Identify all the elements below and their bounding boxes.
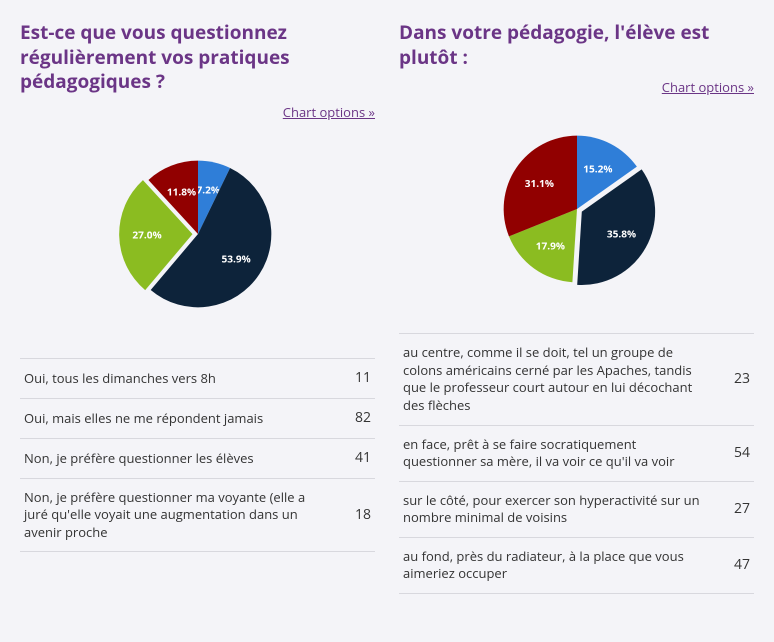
charts-container: Est-ce que vous questionnez régulièremen… (20, 20, 754, 594)
answer-label: en face, prêt à se faire socratiquement … (399, 425, 714, 481)
pie-slice-label: 7.2% (196, 182, 219, 196)
answer-label: Oui, mais elles ne me répondent jamais (20, 398, 335, 438)
chart-options-link[interactable]: Chart options » (662, 78, 754, 96)
answers-table: au centre, comme il se doit, tel un grou… (399, 333, 754, 593)
pie-slice-label: 35.8% (606, 227, 635, 241)
pie-chart: 15.2% 35.8% 17.9% 31.1% (467, 109, 687, 309)
table-row: en face, prêt à se faire socratiquement … (399, 425, 754, 481)
pie-slice-label: 53.9% (221, 252, 250, 266)
pie-slice-label: 17.9% (535, 239, 564, 253)
chart-options-wrap: Chart options » (20, 100, 375, 122)
answer-count: 11 (335, 359, 375, 399)
table-row: Non, je préfère questionner ma voyante (… (20, 478, 375, 552)
answer-label: au centre, comme il se doit, tel un grou… (399, 334, 714, 425)
chart-column: Est-ce que vous questionnez régulièremen… (20, 20, 375, 594)
table-row: au fond, près du radiateur, à la place q… (399, 537, 754, 593)
pie-slice-label: 31.1% (524, 177, 553, 191)
answer-count: 54 (714, 425, 754, 481)
answer-count: 18 (335, 478, 375, 552)
chart-options-link[interactable]: Chart options » (283, 103, 375, 121)
answer-count: 27 (714, 481, 754, 537)
answer-label: Non, je préfère questionner ma voyante (… (20, 478, 335, 552)
answer-count: 82 (335, 398, 375, 438)
pie-slice-label: 11.8% (166, 184, 195, 198)
pie-slice-label: 27.0% (132, 228, 161, 242)
pie-chart: 7.2% 53.9% 27.0% 11.8% (88, 134, 308, 334)
table-row: Non, je préfère questionner les élèves41 (20, 438, 375, 478)
pie-wrap: 7.2% 53.9% 27.0% 11.8% (20, 134, 375, 334)
table-row: Oui, mais elles ne me répondent jamais82 (20, 398, 375, 438)
table-row: sur le côté, pour exercer son hyperactiv… (399, 481, 754, 537)
question-title: Est-ce que vous questionnez régulièremen… (20, 20, 375, 94)
table-row: au centre, comme il se doit, tel un grou… (399, 334, 754, 425)
question-title: Dans votre pédagogie, l'élève est plutôt… (399, 20, 754, 69)
chart-column: Dans votre pédagogie, l'élève est plutôt… (399, 20, 754, 594)
answers-table: Oui, tous les dimanches vers 8h11Oui, ma… (20, 358, 375, 552)
answer-count: 41 (335, 438, 375, 478)
answer-label: Oui, tous les dimanches vers 8h (20, 359, 335, 399)
pie-slice-label: 15.2% (583, 162, 612, 176)
chart-options-wrap: Chart options » (399, 75, 754, 97)
answer-count: 23 (714, 334, 754, 425)
answer-label: Non, je préfère questionner les élèves (20, 438, 335, 478)
answer-label: sur le côté, pour exercer son hyperactiv… (399, 481, 714, 537)
pie-wrap: 15.2% 35.8% 17.9% 31.1% (399, 109, 754, 309)
answer-label: au fond, près du radiateur, à la place q… (399, 537, 714, 593)
answer-count: 47 (714, 537, 754, 593)
table-row: Oui, tous les dimanches vers 8h11 (20, 359, 375, 399)
